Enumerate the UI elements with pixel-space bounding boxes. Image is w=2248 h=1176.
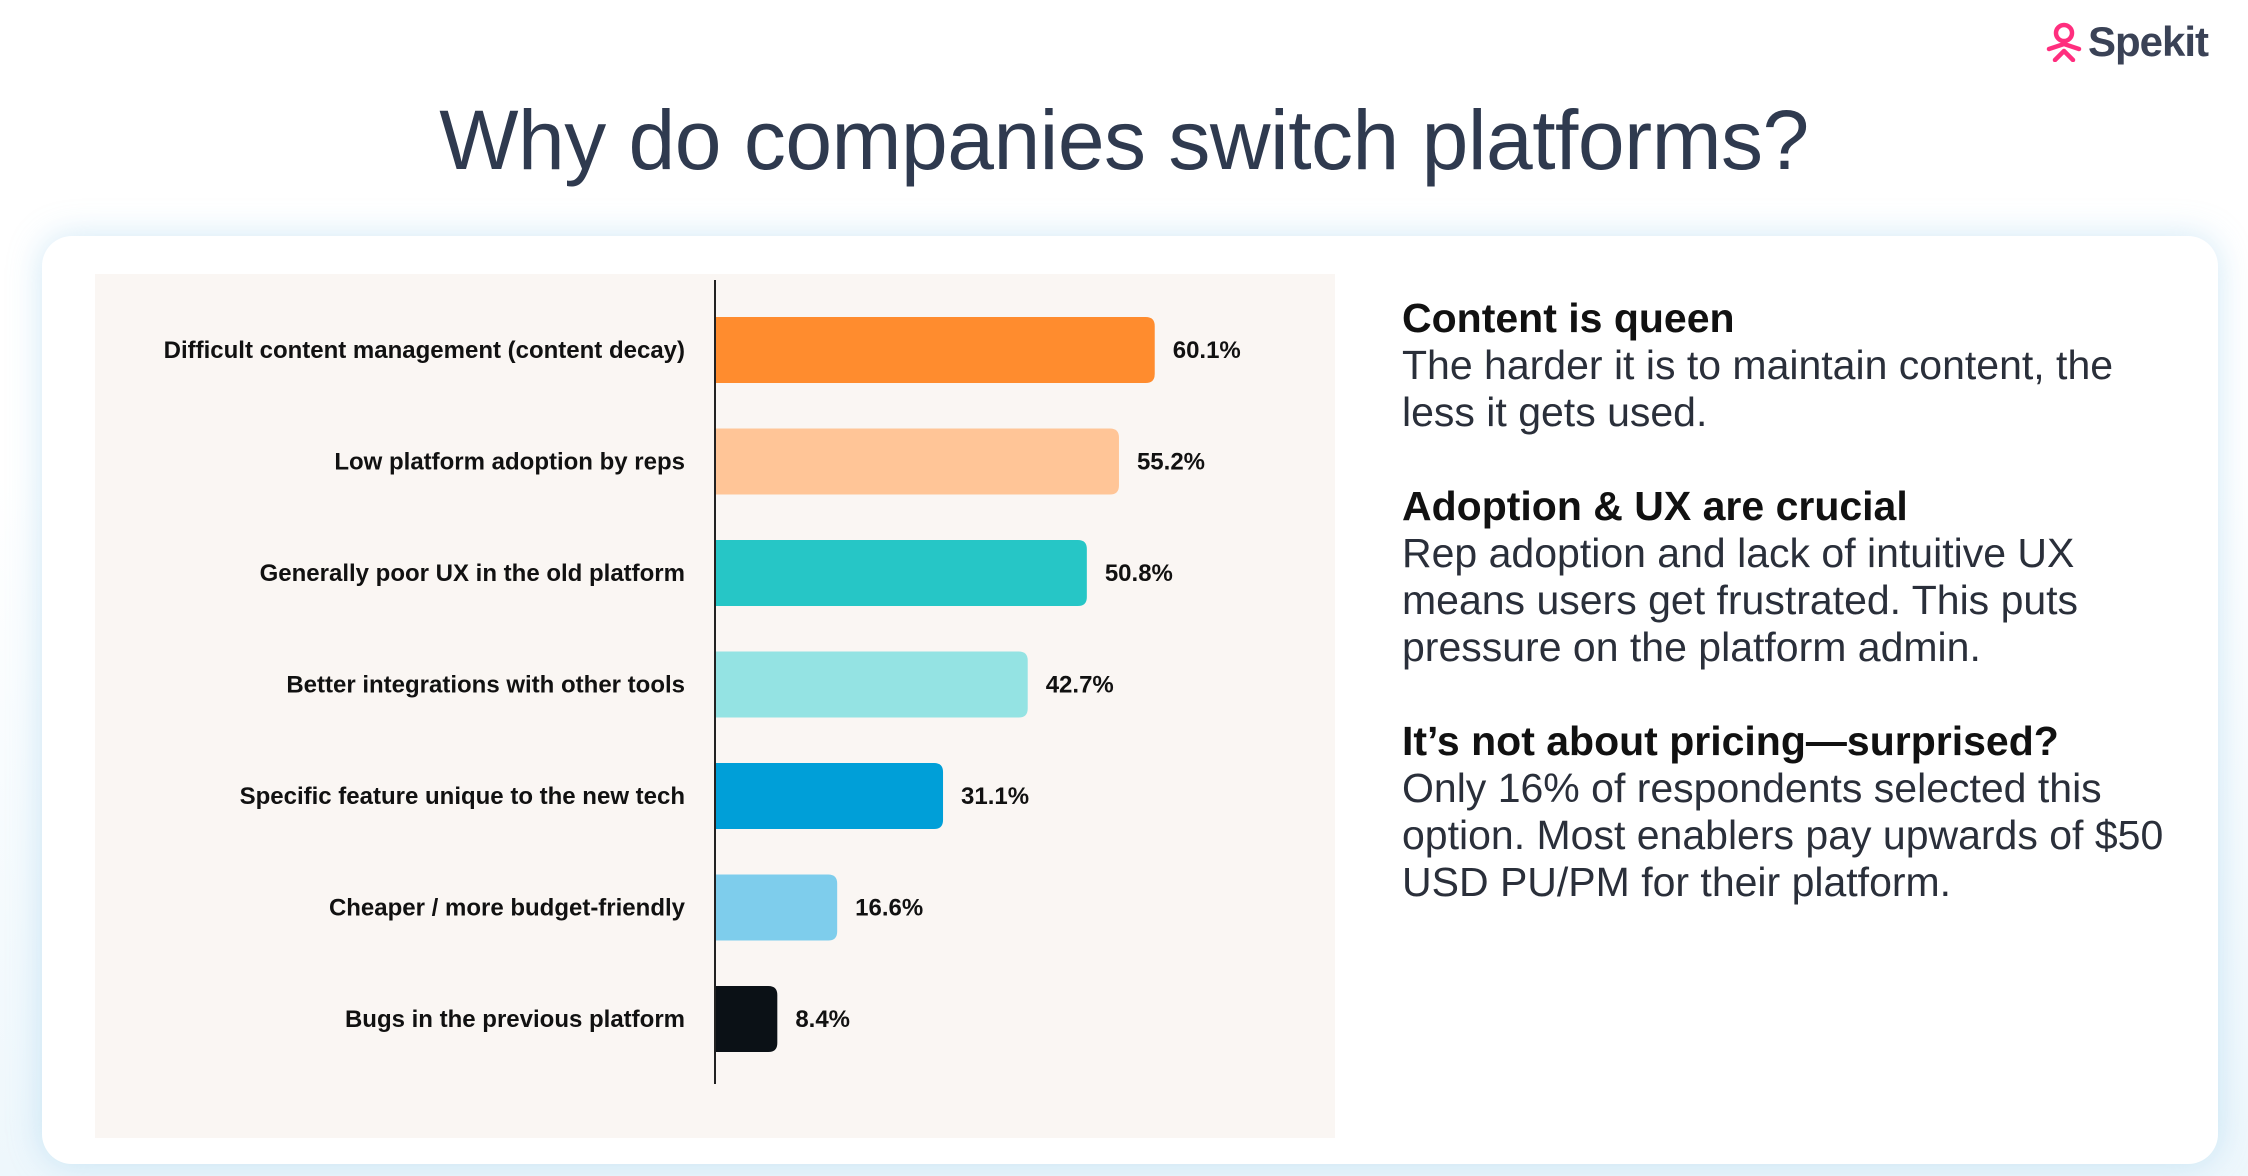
bar-4 [716,763,944,829]
value-label: 8.4% [795,1006,850,1033]
note-body: The harder it is to maintain content, th… [1402,342,2114,435]
bar-3 [716,651,1028,718]
note-heading: It’s not about pricing—surprised? [1402,718,2059,764]
note-body: Rep adoption and lack of intuitive UX me… [1402,530,2079,670]
value-label: 50.8% [1105,560,1173,587]
value-label: 31.1% [961,783,1029,810]
value-label: 16.6% [855,895,923,922]
category-label: Low platform adoption by reps [334,449,685,476]
page-title: Why do companies switch platforms? [439,93,1809,187]
bar-chart: Difficult content management (content de… [95,274,1335,1138]
spekit-logo-icon [2046,22,2082,62]
bar-6 [716,986,778,1052]
note-body: Only 16% of respondents selected this op… [1402,765,2164,905]
category-label: Better integrations with other tools [286,672,685,699]
value-label: 42.7% [1046,672,1114,699]
value-label: 60.1% [1173,337,1241,364]
note-adoption-ux: Adoption & UX are crucial Rep adoption a… [1402,482,2182,671]
bar-5 [716,874,838,941]
brand-logo: Spekit [2046,18,2209,66]
note-heading: Adoption & UX are crucial [1402,483,1908,529]
brand-name: Spekit [2087,18,2209,65]
category-label: Specific feature unique to the new tech [240,783,685,810]
category-label: Cheaper / more budget-friendly [329,895,686,922]
bar-2 [716,540,1087,606]
chart-svg: Difficult content management (content de… [164,280,1241,1084]
content-card: Difficult content management (content de… [42,236,2218,1164]
note-pricing: It’s not about pricing—surprised? Only 1… [1402,717,2182,906]
bar-1 [716,428,1119,495]
category-label: Generally poor UX in the old platform [260,560,685,587]
notes-panel: Content is queen The harder it is to mai… [1402,294,2182,952]
bar-0 [716,317,1155,383]
note-heading: Content is queen [1402,295,1735,341]
note-content-is-queen: Content is queen The harder it is to mai… [1402,294,2182,436]
category-label: Difficult content management (content de… [164,337,685,364]
category-label: Bugs in the previous platform [345,1006,685,1033]
value-label: 55.2% [1137,449,1205,476]
